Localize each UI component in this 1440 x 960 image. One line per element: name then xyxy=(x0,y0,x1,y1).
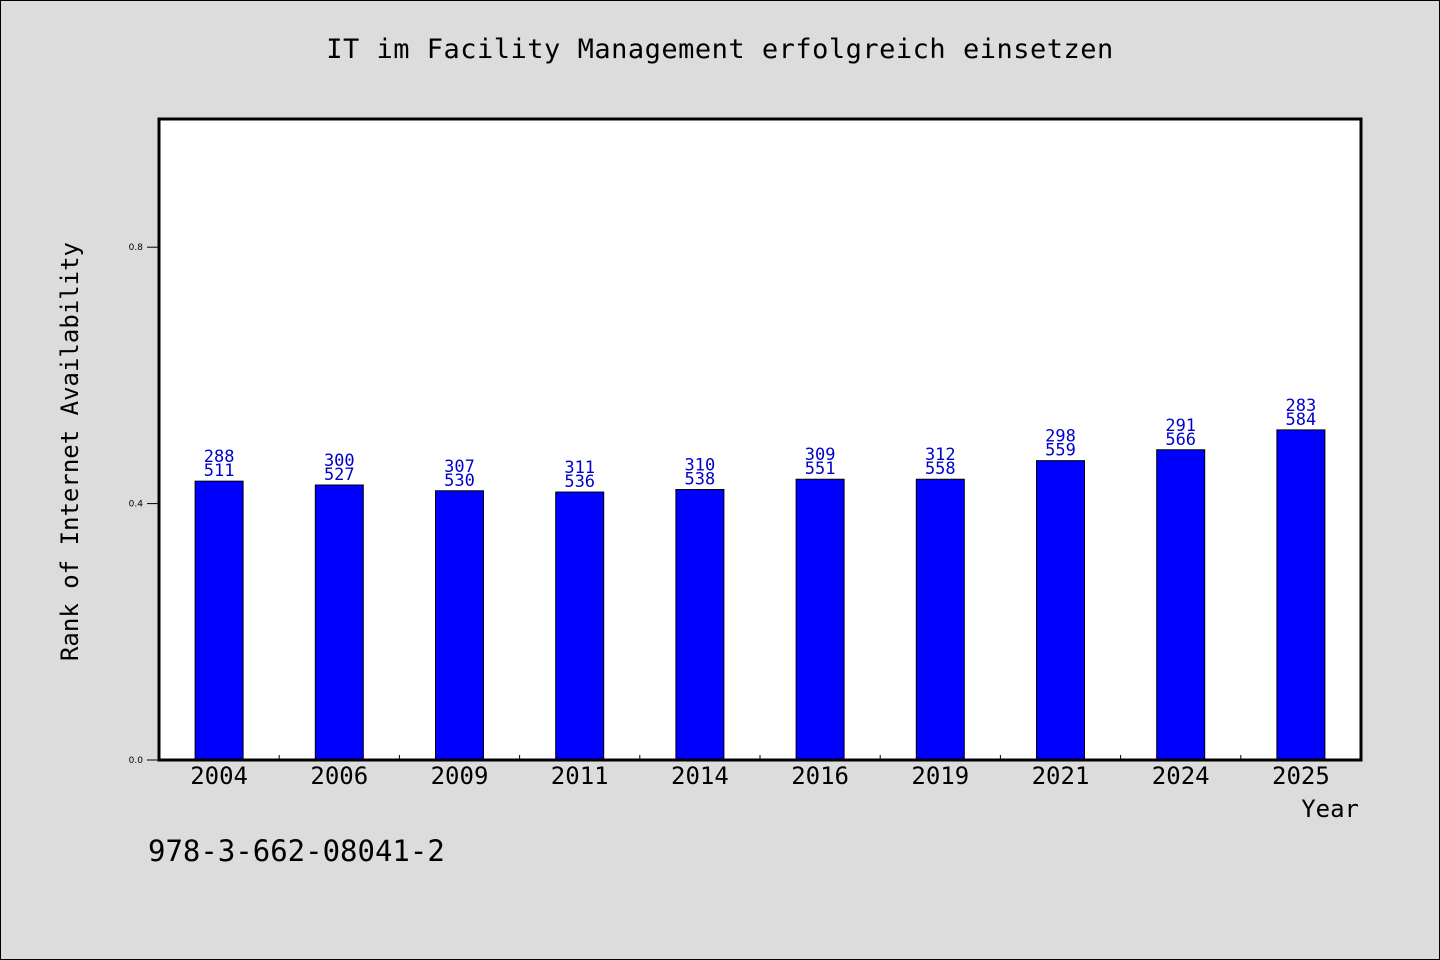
bar-2016 xyxy=(795,478,845,761)
y-tick-label: 0.4 xyxy=(129,500,144,510)
x-tick-label-2014: 2014 xyxy=(671,762,729,790)
data-label-bottom-2011: 536 xyxy=(564,472,595,492)
bar-2006 xyxy=(314,484,364,761)
data-label-bottom-2019: 558 xyxy=(925,459,956,479)
bar-2019 xyxy=(915,478,965,761)
x-tick-label-2009: 2009 xyxy=(431,762,489,790)
data-label-bottom-2009: 530 xyxy=(444,471,475,491)
data-label-bottom-2016: 551 xyxy=(805,459,836,479)
x-tick-label-2019: 2019 xyxy=(911,762,969,790)
data-label-top-2009: 307 xyxy=(444,457,475,477)
data-label-top-2024: 291 xyxy=(1165,416,1196,436)
x-tick-label-2024: 2024 xyxy=(1152,762,1210,790)
data-label-top-2019: 312 xyxy=(925,445,956,465)
axes-layer: 2004 2006 2009 2011 2014 2016 2019 2021 2024 2025… xyxy=(56,117,1363,823)
bar-2025 xyxy=(1276,429,1326,761)
data-label-bottom-2006: 527 xyxy=(324,465,355,485)
data-label-bottom-2021: 559 xyxy=(1045,441,1076,461)
data-label-top-2011: 311 xyxy=(564,458,595,478)
x-tick-label-2016: 2016 xyxy=(791,762,849,790)
data-label-bottom-2024: 566 xyxy=(1165,430,1196,450)
data-label-bottom-2014: 538 xyxy=(685,469,716,489)
data-label-bottom-2004: 511 xyxy=(204,461,235,481)
data-label-top-2016: 309 xyxy=(805,445,836,465)
x-tick-label-2021: 2021 xyxy=(1032,762,1090,790)
y-tick-label: 0.0 xyxy=(129,756,144,766)
x-tick-label-2025: 2025 xyxy=(1272,762,1330,790)
x-tick-label-2004: 2004 xyxy=(190,762,248,790)
x-tick-label-2006: 2006 xyxy=(310,762,368,790)
data-label-top-2021: 298 xyxy=(1045,427,1076,447)
bar-2011 xyxy=(555,491,605,761)
bar-2004 xyxy=(194,480,244,761)
isbn-text: 978-3-662-08041-2 xyxy=(148,834,445,868)
bar-2009 xyxy=(435,490,484,761)
data-label-top-2014: 310 xyxy=(685,455,716,475)
y-tick-label: 0.8 xyxy=(129,243,144,253)
bar-2014 xyxy=(675,488,725,761)
bars-layer xyxy=(159,119,1361,761)
bar-2021 xyxy=(1036,460,1085,761)
data-label-bottom-2025: 584 xyxy=(1286,410,1317,430)
x-tick-label-2011: 2011 xyxy=(551,762,609,790)
x-axis-label: Year xyxy=(1301,795,1359,823)
data-label-top-2025: 283 xyxy=(1286,396,1317,416)
data-label-top-2006: 300 xyxy=(324,451,355,471)
data-label-top-2004: 288 xyxy=(204,447,235,467)
bar-2024 xyxy=(1156,449,1206,761)
y-axis-label: Rank of Internet Availability xyxy=(56,242,84,661)
plot-border xyxy=(157,117,1363,762)
chart-title: IT im Facility Management erfolgreich ei… xyxy=(326,34,1114,65)
